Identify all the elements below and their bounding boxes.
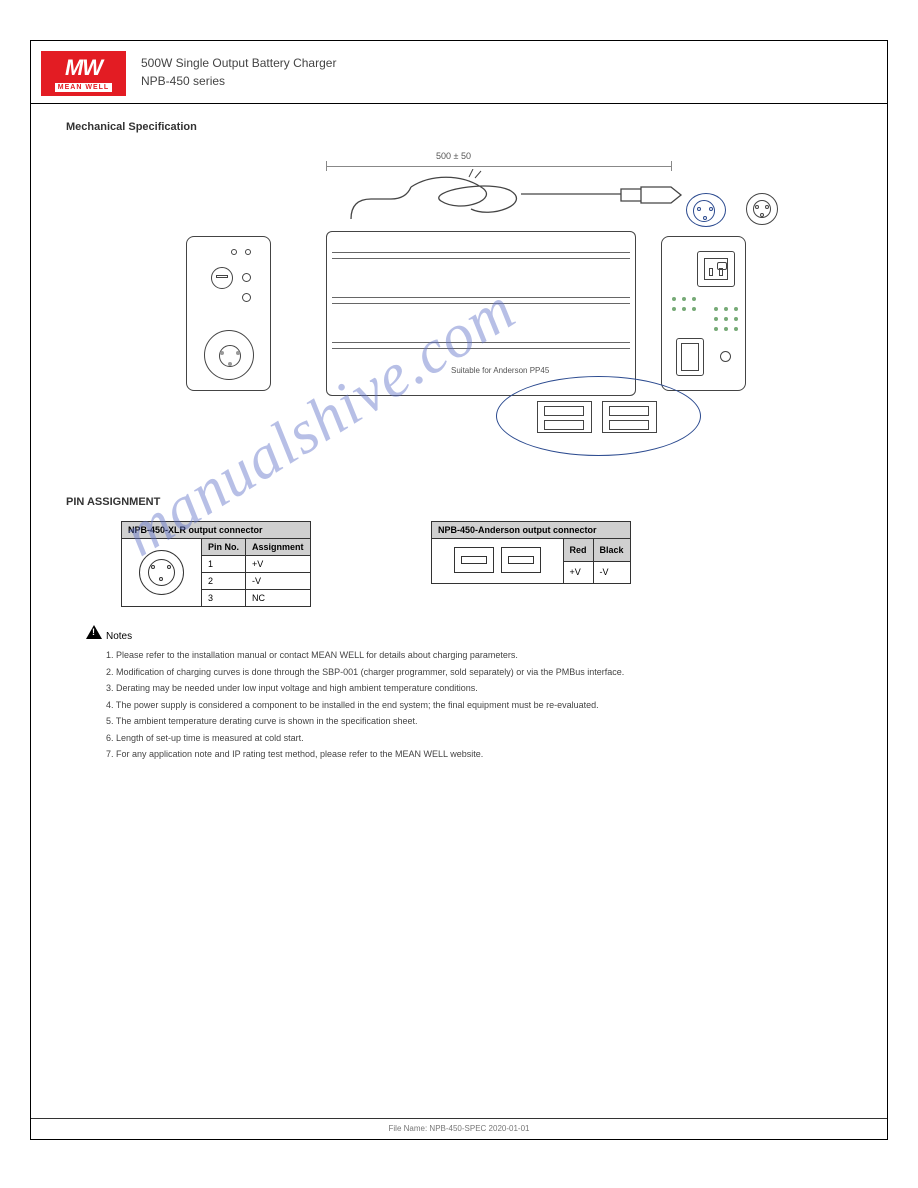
mechanical-heading: Mechanical Specification: [66, 121, 197, 133]
anderson-pin-table: NPB-450-Anderson output connector Red Bl…: [431, 521, 631, 584]
logo-subtext: MEAN WELL: [55, 83, 112, 92]
table-header: Red: [563, 539, 593, 562]
dimension-line: [326, 166, 671, 167]
ground-icon: [242, 293, 251, 302]
xlr-face-icon: [139, 550, 184, 595]
list-item: 4. The power supply is considered a comp…: [106, 699, 827, 713]
cap-slot: [216, 275, 228, 278]
table-header: Pin No.: [202, 539, 246, 556]
logo: MW MEAN WELL: [41, 51, 126, 96]
xlr-pin-table: NPB-450-XLR output connector Pin No. Ass…: [121, 521, 311, 607]
xlr-plug-icon: [686, 193, 726, 227]
table-cell: NC: [246, 590, 311, 607]
footer-rule: [31, 1118, 887, 1119]
fan-grill-icon: [204, 330, 254, 380]
table-header: Assignment: [246, 539, 311, 556]
table-cell: 2: [202, 573, 246, 590]
ground-icon: [720, 351, 731, 362]
header-rule: [31, 103, 887, 104]
power-switch-icon: [676, 338, 704, 376]
mechanical-diagram: 500 ± 50: [106, 151, 806, 471]
list-item: 1. Please refer to the installation manu…: [106, 649, 827, 663]
footer-text: File Name: NPB-450-SPEC 2020-01-01: [31, 1124, 887, 1133]
anderson-red-icon: [454, 547, 494, 573]
logo-text: MW: [65, 55, 102, 81]
connector-cap-icon: [211, 267, 233, 289]
warning-icon: [86, 625, 102, 639]
cable-icon: [341, 169, 701, 239]
led-icon: [245, 249, 251, 255]
led-icon: [231, 249, 237, 255]
list-item: 5. The ambient temperature derating curv…: [106, 715, 827, 729]
cable-dimension-label: 500 ± 50: [436, 151, 471, 161]
list-item: 2. Modification of charging curves is do…: [106, 666, 827, 680]
table-cell: -V: [246, 573, 311, 590]
anderson-face-cell: [432, 539, 564, 584]
list-item: 6. Length of set-up time is measured at …: [106, 732, 827, 746]
left-end-panel: [186, 236, 271, 391]
ac-inlet-icon: [697, 251, 735, 287]
anderson-label: Suitable for Anderson PP45: [451, 366, 549, 375]
xlr-face-cell: [122, 539, 202, 607]
screw-icon: [242, 273, 251, 282]
table-cell: -V: [593, 561, 630, 584]
anderson-housing-icon: [537, 401, 592, 433]
anderson-contact-icon: [602, 401, 657, 433]
notes-list: 1. Please refer to the installation manu…: [106, 649, 827, 765]
table-cell: +V: [563, 561, 593, 584]
pin-assignment-heading: PIN ASSIGNMENT: [66, 496, 160, 508]
table-title: NPB-450-Anderson output connector: [432, 522, 631, 539]
list-item: 3. Derating may be needed under low inpu…: [106, 682, 827, 696]
page: MW MEAN WELL 500W Single Output Battery …: [30, 40, 888, 1140]
list-item: 7. For any application note and IP ratin…: [106, 748, 827, 762]
page-subtitle: NPB-450 series: [141, 74, 867, 88]
notes-heading: Notes: [106, 631, 132, 642]
table-cell: +V: [246, 556, 311, 573]
table-header: Black: [593, 539, 630, 562]
anderson-black-icon: [501, 547, 541, 573]
table-cell: 1: [202, 556, 246, 573]
xlr-receptacle-icon: [746, 193, 778, 225]
right-end-panel: [661, 236, 746, 391]
anderson-connector-diagram: [496, 376, 701, 456]
table-cell: 3: [202, 590, 246, 607]
table-title: NPB-450-XLR output connector: [122, 522, 311, 539]
page-title: 500W Single Output Battery Charger: [141, 56, 867, 70]
dim-tick: [326, 161, 327, 171]
